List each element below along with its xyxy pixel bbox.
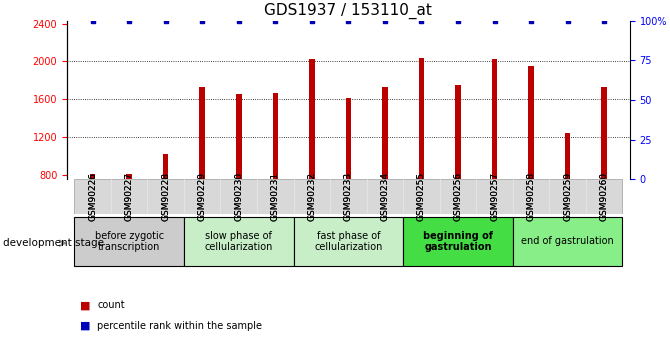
Bar <box>273 93 278 179</box>
Bar <box>147 179 184 214</box>
Text: GSM90255: GSM90255 <box>417 172 426 221</box>
Text: end of gastrulation: end of gastrulation <box>521 237 614 246</box>
Text: GSM90226: GSM90226 <box>88 172 97 221</box>
Bar <box>366 179 403 214</box>
Text: percentile rank within the sample: percentile rank within the sample <box>97 321 262 331</box>
Text: before zygotic
transcription: before zygotic transcription <box>94 231 163 252</box>
Point <box>87 18 98 23</box>
Point <box>562 18 573 23</box>
Text: GSM90234: GSM90234 <box>381 172 389 221</box>
Text: ■: ■ <box>80 321 91 331</box>
Bar <box>90 174 95 179</box>
Text: GSM90258: GSM90258 <box>527 172 535 221</box>
Bar <box>163 154 168 179</box>
Bar <box>200 87 205 179</box>
Bar <box>565 133 570 179</box>
Bar <box>184 217 293 266</box>
Text: GSM90256: GSM90256 <box>454 172 462 221</box>
Bar <box>529 66 534 179</box>
Text: GSM90231: GSM90231 <box>271 172 280 221</box>
Point <box>380 18 391 23</box>
Text: GSM90260: GSM90260 <box>600 172 609 221</box>
Text: GSM90228: GSM90228 <box>161 172 170 221</box>
Bar <box>513 217 622 266</box>
Text: GSM90232: GSM90232 <box>308 172 316 221</box>
Point <box>233 18 244 23</box>
Text: count: count <box>97 300 125 310</box>
Bar <box>330 179 366 214</box>
Text: GSM90233: GSM90233 <box>344 172 353 221</box>
Bar <box>127 174 132 179</box>
Text: GSM90258: GSM90258 <box>527 172 535 221</box>
Text: GSM90230: GSM90230 <box>234 172 243 221</box>
Bar <box>74 217 184 266</box>
Point <box>416 18 427 23</box>
Bar <box>236 95 241 179</box>
Bar <box>346 98 351 179</box>
Text: GSM90228: GSM90228 <box>161 172 170 221</box>
Text: GSM90226: GSM90226 <box>88 172 97 221</box>
Text: GSM90255: GSM90255 <box>417 172 426 221</box>
Text: GSM90234: GSM90234 <box>381 172 389 221</box>
Point <box>270 18 281 23</box>
Point <box>124 18 135 23</box>
Bar <box>74 179 111 214</box>
Text: ■: ■ <box>80 300 91 310</box>
Bar <box>602 87 607 179</box>
Bar <box>549 179 586 214</box>
Bar <box>111 179 147 214</box>
Bar <box>403 179 440 214</box>
Bar <box>257 179 293 214</box>
Text: GSM90233: GSM90233 <box>344 172 353 221</box>
Text: GSM90257: GSM90257 <box>490 172 499 221</box>
Bar <box>220 179 257 214</box>
Text: GSM90231: GSM90231 <box>271 172 280 221</box>
Text: fast phase of
cellularization: fast phase of cellularization <box>314 231 383 252</box>
Text: GSM90229: GSM90229 <box>198 172 207 221</box>
Bar <box>492 59 497 179</box>
Text: GSM90230: GSM90230 <box>234 172 243 221</box>
Bar <box>419 58 424 179</box>
Bar <box>293 217 403 266</box>
Text: GSM90256: GSM90256 <box>454 172 462 221</box>
Point <box>197 18 208 23</box>
Text: GSM90259: GSM90259 <box>563 172 572 221</box>
Text: GSM90229: GSM90229 <box>198 172 207 221</box>
Point <box>343 18 354 23</box>
Bar <box>293 179 330 214</box>
Point <box>489 18 500 23</box>
Text: slow phase of
cellularization: slow phase of cellularization <box>204 231 273 252</box>
Bar <box>184 179 220 214</box>
Text: GSM90232: GSM90232 <box>308 172 316 221</box>
Text: GSM90260: GSM90260 <box>600 172 609 221</box>
Bar <box>440 179 476 214</box>
Point <box>306 18 317 23</box>
Bar <box>382 87 388 179</box>
Bar <box>476 179 513 214</box>
Text: GSM90257: GSM90257 <box>490 172 499 221</box>
Text: development stage: development stage <box>3 238 105 248</box>
Text: GSM90259: GSM90259 <box>563 172 572 221</box>
Text: beginning of
gastrulation: beginning of gastrulation <box>423 231 493 252</box>
Point <box>160 18 171 23</box>
Text: GSM90227: GSM90227 <box>125 172 133 221</box>
Point <box>599 18 610 23</box>
Bar <box>456 85 461 179</box>
Bar <box>586 179 622 214</box>
Bar <box>403 217 513 266</box>
Bar <box>309 59 315 179</box>
Text: GSM90227: GSM90227 <box>125 172 133 221</box>
Point <box>526 18 537 23</box>
Bar <box>513 179 549 214</box>
Title: GDS1937 / 153110_at: GDS1937 / 153110_at <box>265 3 432 19</box>
Point <box>453 18 464 23</box>
